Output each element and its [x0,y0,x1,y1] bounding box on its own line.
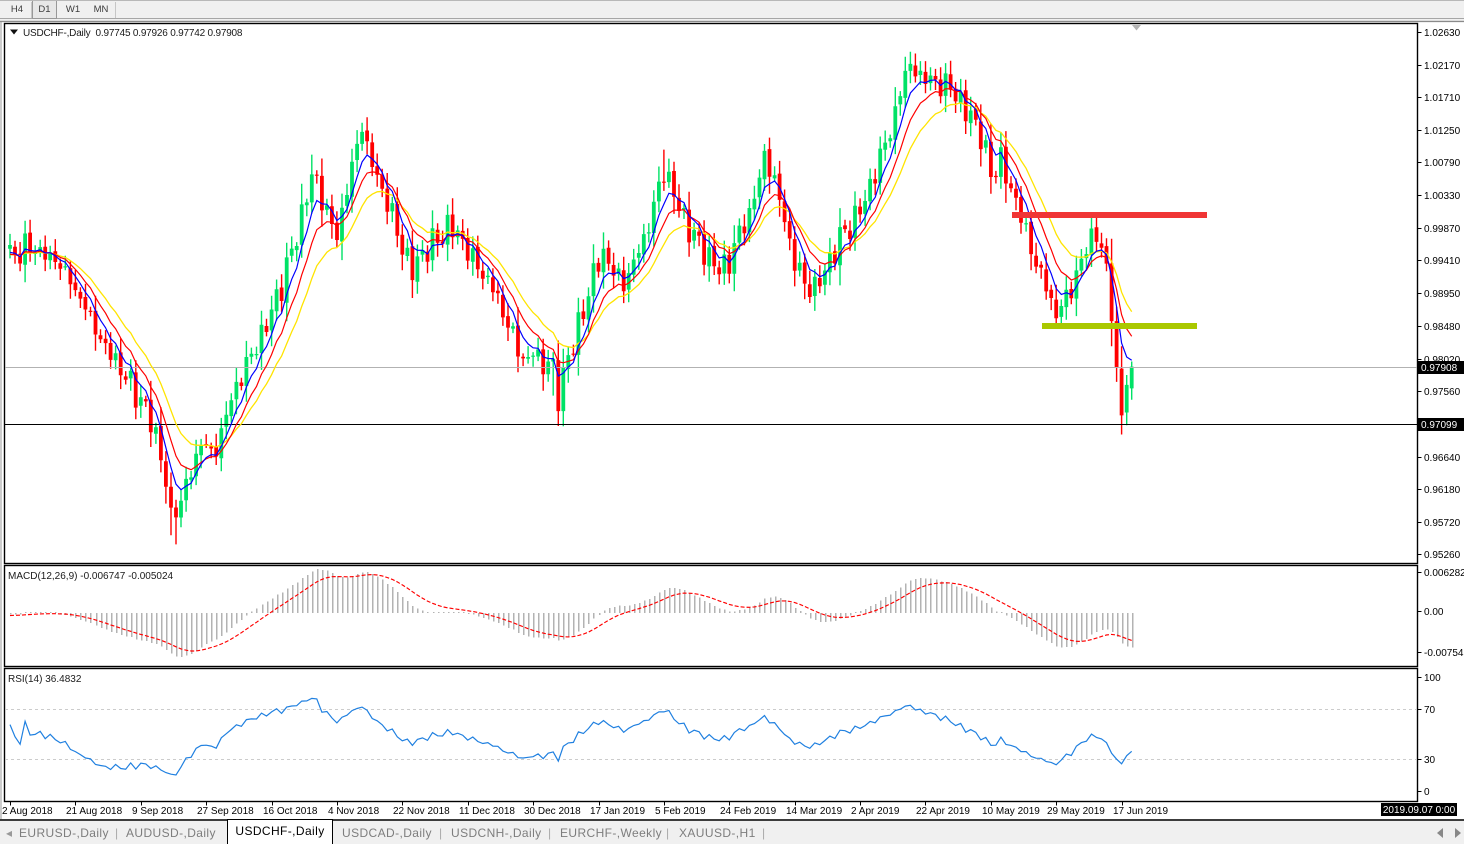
svg-text:30 Dec 2018: 30 Dec 2018 [524,806,581,817]
svg-text:100: 100 [1424,673,1441,684]
svg-text:16 Oct 2018: 16 Oct 2018 [263,806,318,817]
svg-text:2 Aug 2018: 2 Aug 2018 [2,806,53,817]
svg-text:0.98950: 0.98950 [1424,289,1461,300]
svg-text:0.99870: 0.99870 [1424,224,1461,235]
svg-text:70: 70 [1424,705,1436,716]
svg-text:17 Jun 2019: 17 Jun 2019 [1113,806,1168,817]
svg-text:2 Apr 2019: 2 Apr 2019 [851,806,900,817]
svg-text:0.95720: 0.95720 [1424,518,1461,529]
svg-text:24 Feb 2019: 24 Feb 2019 [720,806,777,817]
svg-text:2019.09.07 0:00: 2019.09.07 0:00 [1383,805,1456,816]
svg-text:29 May 2019: 29 May 2019 [1047,806,1105,817]
svg-text:1.00790: 1.00790 [1424,158,1461,169]
svg-text:0.99410: 0.99410 [1424,256,1461,267]
svg-text:0.006282: 0.006282 [1424,568,1464,579]
svg-text:1.02630: 1.02630 [1424,28,1461,39]
svg-text:5 Feb 2019: 5 Feb 2019 [655,806,706,817]
svg-text:0.98480: 0.98480 [1424,322,1461,333]
svg-text:22 Apr 2019: 22 Apr 2019 [916,806,970,817]
svg-text:0.97560: 0.97560 [1424,387,1461,398]
svg-text:RSI(14) 36.4832: RSI(14) 36.4832 [8,674,82,685]
svg-text:10 May 2019: 10 May 2019 [982,806,1040,817]
svg-text:0.96640: 0.96640 [1424,453,1461,464]
svg-text:0.97908: 0.97908 [1421,363,1458,374]
svg-text:22 Nov 2018: 22 Nov 2018 [393,806,450,817]
svg-text:MACD(12,26,9) -0.006747 -0.005: MACD(12,26,9) -0.006747 -0.005024 [8,571,174,582]
svg-text:0.00: 0.00 [1424,607,1444,618]
svg-text:0.96180: 0.96180 [1424,485,1461,496]
svg-text:USDCHF-,Daily 0.97745 0.97926: USDCHF-,Daily 0.97745 0.97926 0.97742 0.… [23,28,243,39]
svg-text:1.02170: 1.02170 [1424,61,1461,72]
svg-text:-0.007542: -0.007542 [1424,648,1464,659]
svg-text:21 Aug 2018: 21 Aug 2018 [66,806,123,817]
svg-text:1.00330: 1.00330 [1424,191,1461,202]
svg-text:4 Nov 2018: 4 Nov 2018 [328,806,380,817]
svg-text:0.98020: 0.98020 [1424,355,1461,366]
svg-text:0.97099: 0.97099 [1421,420,1458,431]
svg-text:1.01250: 1.01250 [1424,126,1461,137]
svg-text:14 Mar 2019: 14 Mar 2019 [786,806,843,817]
svg-text:0: 0 [1424,787,1430,798]
svg-text:17 Jan 2019: 17 Jan 2019 [590,806,645,817]
svg-text:9 Sep 2018: 9 Sep 2018 [132,806,184,817]
svg-text:1.01710: 1.01710 [1424,93,1461,104]
svg-text:30: 30 [1424,755,1436,766]
svg-text:11 Dec 2018: 11 Dec 2018 [459,806,515,817]
svg-text:0.95260: 0.95260 [1424,550,1461,561]
svg-text:27 Sep 2018: 27 Sep 2018 [197,806,254,817]
